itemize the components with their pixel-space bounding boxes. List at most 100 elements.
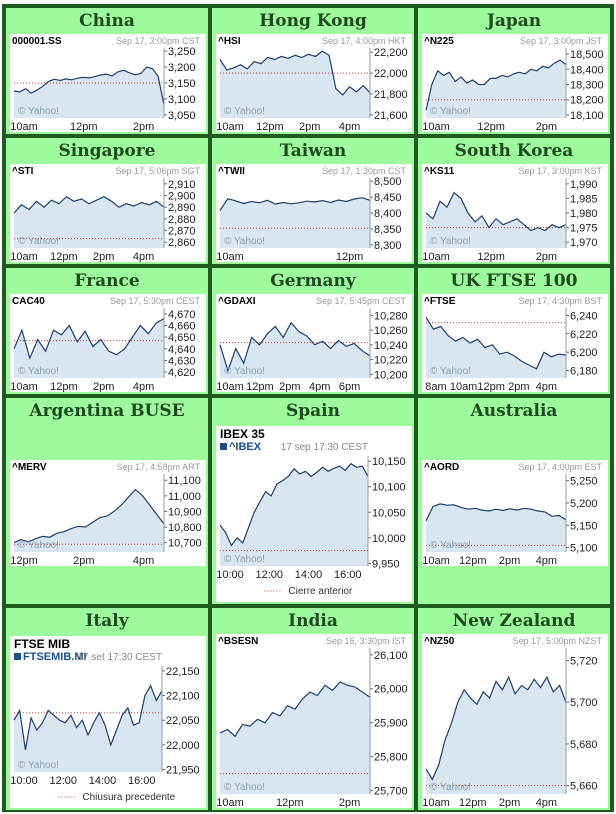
chart-card[interactable]: ^GDAXI Sep 17, 5:45pm CEST © Yahoo! 10,280 1… (216, 294, 412, 392)
yahoo-watermark: © Yahoo! (18, 366, 59, 377)
y-tick-label: 8,350 (374, 224, 402, 236)
y-tick-label: 2,910 (168, 179, 196, 191)
x-tick-label: 2pm (499, 797, 520, 808)
chart-card[interactable]: ^BSESN Sep 16, 3:30pm IST © Yahoo! 26,100 26… (216, 634, 412, 808)
ticker-label: ^FTSE (424, 296, 456, 307)
chart-svg: ^HSI Sep 17, 4:00pm HKT © Yahoo! 22,200 22,0… (216, 36, 408, 132)
x-tick-label: 10am (422, 555, 450, 566)
chart-card[interactable]: ^KS11 Sep 17, 3:00pm KST © Yahoo! 1,990 1,98… (422, 164, 608, 262)
timestamp: 17 set 17:30 CEST (78, 652, 163, 663)
y-tick-label: 10,240 (374, 340, 408, 352)
x-tick-label: 10:00 (216, 569, 244, 581)
chart-card[interactable]: CAC40 Sep 17, 5:30pm CEST © Yahoo! 4,670 4,6… (10, 294, 206, 392)
x-tick-label: 4pm (309, 381, 330, 392)
timestamp: Sep 17, 4:00pm HKT (322, 36, 407, 46)
yahoo-watermark: © Yahoo! (224, 366, 265, 377)
y-tick-label: 21,800 (374, 89, 408, 101)
x-tick-label: 12pm (276, 797, 304, 808)
price-line (425, 316, 567, 370)
x-tick-label: 12pm (50, 381, 78, 392)
market-cell-new-zealand: New Zealand ^NZ50 Sep 17, 5:00pm NZST © Yah… (416, 606, 612, 812)
chart-svg: ^STI Sep 17, 5:06pm SGT © Yahoo! 2,9102,900… (10, 166, 200, 262)
x-tick-label: 4pm (133, 555, 154, 566)
x-tick-label: 8am (425, 381, 446, 392)
chart-card[interactable]: ^TWII Sep 17, 1:30pm CST © Yahoo! 8,500 8,45… (216, 164, 412, 262)
y-tick-label: 18,400 (570, 64, 604, 76)
chart-card[interactable]: ^HSI Sep 17, 4:00pm HKT © Yahoo! 22,200 22,0… (216, 34, 412, 132)
x-tick-label: 14:00 (89, 775, 117, 787)
yahoo-watermark: © Yahoo! (224, 236, 265, 247)
legend-label: Chiusura precedente (82, 792, 175, 803)
x-tick-label: 2pm (93, 251, 114, 262)
x-tick-label: 12pm (246, 381, 274, 392)
chart-card[interactable]: FTSE MIB FTSEMIB.MI 17 set 17:30 CEST © Yah… (10, 636, 206, 808)
y-tick-label: 5,660 (570, 781, 598, 793)
x-tick-label: 10am (422, 121, 450, 132)
y-tick-label: 25,800 (374, 752, 408, 764)
price-line (13, 488, 165, 544)
yahoo-watermark: © Yahoo! (224, 106, 265, 117)
region-title: France (74, 271, 140, 291)
x-tick-label: 10am (450, 381, 478, 392)
price-area (220, 322, 370, 378)
chart-card[interactable]: ^FTSE Sep 17, 4:30pm BST © Yahoo! 6,240 6,22… (422, 294, 608, 392)
y-tick-label: 2,870 (168, 226, 196, 238)
x-tick-label: 10am (10, 381, 38, 392)
x-tick-label: 12pm (477, 121, 505, 132)
index-title: IBEX 35 (220, 427, 265, 441)
x-tick-label: 4pm (339, 121, 360, 132)
x-tick-label: 4pm (536, 381, 557, 392)
yahoo-watermark: © Yahoo! (224, 554, 265, 565)
chart-card[interactable]: ^STI Sep 17, 5:06pm SGT © Yahoo! 2,910 2,900… (10, 164, 206, 262)
yahoo-watermark: © Yahoo! (430, 366, 471, 377)
y-tick-label: 10,900 (168, 506, 202, 518)
x-tick-label: 10am (10, 251, 38, 262)
y-tick-label: 18,200 (570, 95, 604, 107)
chart-card[interactable]: ^AORD Sep 17, 4:00pm EST © Yahoo! 5,250 5,20… (422, 460, 608, 566)
ticker-label: ^IBEX (229, 441, 262, 453)
price-area (426, 317, 566, 378)
chart-card[interactable]: 000001.SS Sep 17, 3:00pm CST © Yahoo! 3,250… (10, 34, 206, 132)
region-title: India (288, 611, 338, 631)
x-tick-label: 6pm (339, 381, 360, 392)
price-line (13, 66, 165, 106)
y-tick-label: 5,700 (570, 697, 598, 709)
y-tick-label: 8,300 (374, 240, 402, 252)
y-tick-label: 11,100 (168, 475, 201, 487)
x-tick-label: 10am (216, 121, 244, 132)
ticker-label: ^AORD (424, 462, 459, 473)
ticker-label: 000001.SS (12, 36, 62, 47)
price-area (426, 677, 566, 794)
y-tick-label: 2,880 (168, 214, 196, 226)
y-tick-label: 2,890 (168, 202, 196, 214)
y-tick-label: 21,950 (166, 765, 200, 777)
chart-card[interactable]: IBEX 35 ^IBEX 17 sep 17:30 CEST © Yahoo! 10,… (216, 426, 412, 602)
yahoo-watermark: © Yahoo! (18, 106, 59, 117)
y-tick-label: 5,680 (570, 739, 598, 751)
price-area (14, 318, 164, 378)
chart-card[interactable]: ^N225 Sep 17, 3:00pm JST © Yahoo! 18,500 18,… (422, 34, 608, 132)
x-tick-label: 4pm (536, 797, 557, 808)
chart-svg: ^N225 Sep 17, 3:00pm JST © Yahoo! 18,500 18,… (422, 36, 604, 132)
x-tick-label: 12pm (256, 121, 284, 132)
y-tick-label: 1,970 (570, 237, 598, 249)
market-cell-singapore: Singapore ^STI Sep 17, 5:06pm SGT © Yahoo! 2… (4, 136, 210, 266)
y-tick-label: 3,150 (168, 78, 196, 90)
x-tick-label: 2pm (536, 251, 557, 262)
y-tick-label: 6,220 (570, 329, 598, 341)
region-title: Spain (286, 401, 340, 421)
chart-card[interactable]: ^MERV Sep 17, 4:58pm ART © Yahoo! 11,100 11,… (10, 460, 206, 566)
y-tick-label: 6,200 (570, 347, 598, 359)
y-tick-label: 10,050 (372, 507, 406, 519)
y-tick-label: 18,100 (570, 110, 604, 122)
region-title: New Zealand (452, 611, 576, 631)
y-tick-label: 22,050 (166, 715, 200, 727)
timestamp: Sep 17, 3:00pm JST (520, 36, 603, 46)
x-tick-label: 10am (10, 121, 38, 132)
y-tick-label: 5,100 (570, 543, 598, 555)
chart-card[interactable]: ^NZ50 Sep 17, 5:00pm NZST © Yahoo! 5,720 5,7… (422, 634, 608, 808)
ticker-label: ^GDAXI (218, 296, 256, 307)
market-cell-italy: Italy FTSE MIB FTSEMIB.MI 17 set 17:30 CEST… (4, 606, 210, 812)
region-title: Argentina BUSE (29, 401, 185, 421)
